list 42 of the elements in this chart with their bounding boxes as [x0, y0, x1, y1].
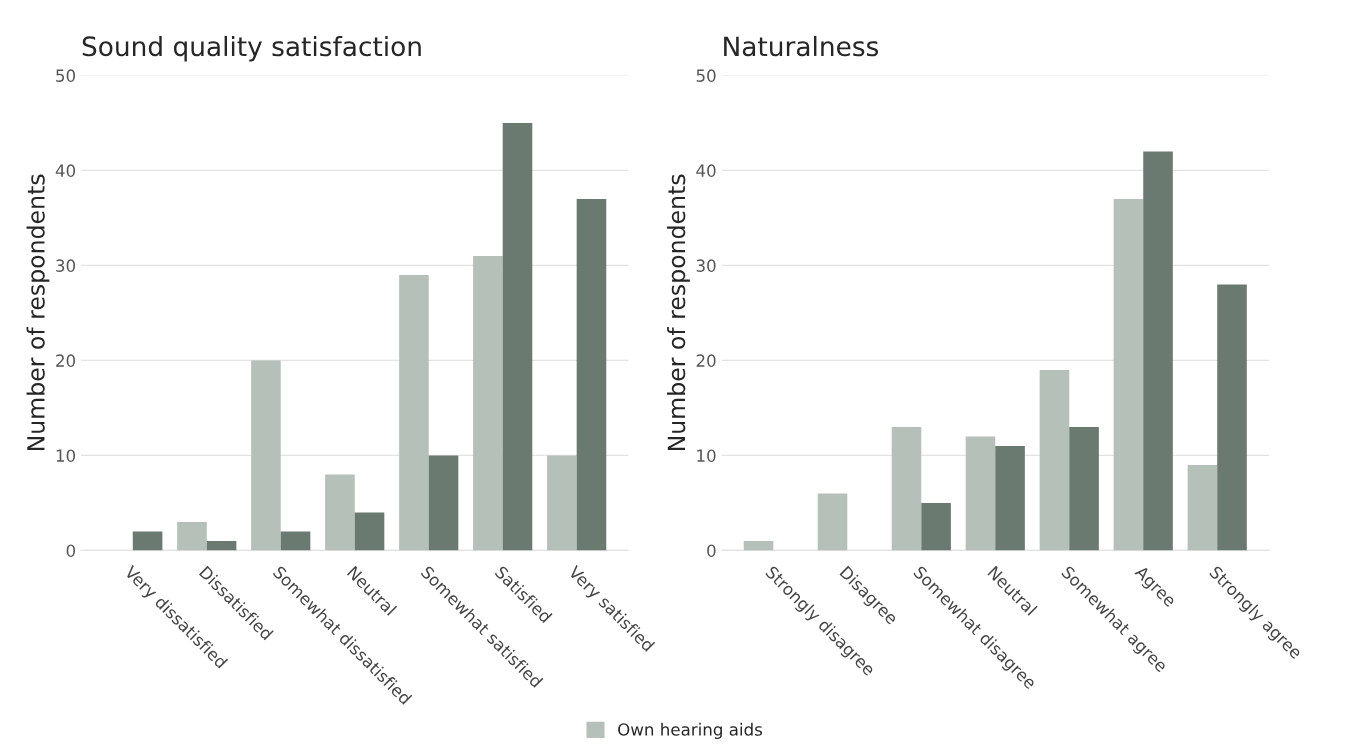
bar	[206, 540, 237, 551]
y-tick-label: 30	[56, 259, 76, 272]
chart-title: Naturalness	[724, 35, 879, 57]
bar	[473, 255, 503, 551]
y-axis-title: Number of respondents	[667, 174, 690, 451]
bar	[1217, 284, 1247, 551]
chart-title: Sound quality satisfaction	[82, 35, 421, 62]
y-axis-title: Number of respondents	[26, 174, 50, 451]
bar	[576, 198, 607, 551]
bar	[177, 521, 207, 551]
bar	[325, 474, 355, 551]
y-tick-label: 20	[696, 354, 716, 367]
y-tick-label: 0	[66, 544, 76, 557]
y-tick-label: 20	[56, 354, 76, 367]
bar	[1187, 464, 1218, 551]
bar	[1143, 151, 1173, 551]
bar	[891, 426, 922, 551]
bar	[995, 445, 1025, 551]
bar	[1039, 369, 1070, 551]
bar	[428, 455, 459, 551]
y-tick-label: 40	[696, 164, 716, 177]
bar	[502, 122, 533, 551]
bar	[399, 274, 429, 551]
bar	[547, 455, 577, 551]
y-tick-label: 30	[696, 259, 716, 272]
y-tick-label: 10	[56, 449, 76, 462]
y-tick-label: 10	[697, 449, 716, 462]
bar	[743, 540, 774, 551]
y-tick-label: 50	[56, 69, 76, 82]
y-tick-label: 50	[696, 69, 716, 82]
bar	[251, 360, 281, 551]
bar	[132, 531, 163, 551]
legend-label: Own hearing aids	[618, 722, 763, 739]
bar	[280, 531, 311, 551]
bar	[1069, 426, 1099, 551]
bar	[921, 502, 951, 551]
bar	[817, 493, 848, 551]
bar	[354, 512, 385, 551]
bar	[965, 436, 996, 551]
bar	[1113, 198, 1144, 551]
y-tick-label: 0	[707, 544, 716, 557]
y-tick-label: 40	[55, 164, 76, 177]
